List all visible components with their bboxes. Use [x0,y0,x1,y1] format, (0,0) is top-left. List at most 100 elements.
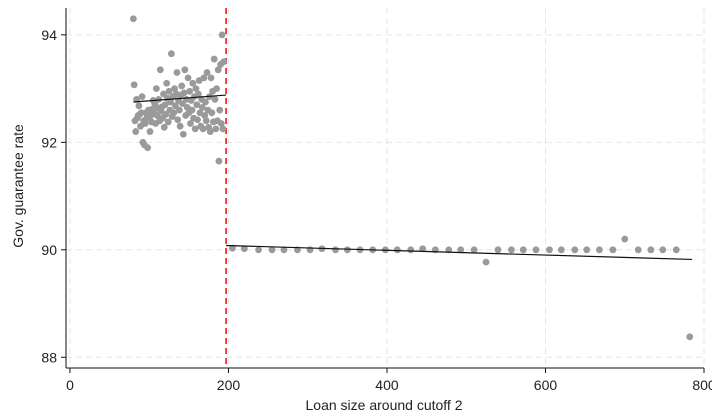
data-point [179,130,187,138]
data-point [609,246,617,254]
fit-line [226,244,693,261]
data-point [470,246,478,254]
data-point [198,104,206,111]
data-point [217,120,225,127]
data-point [211,95,219,103]
x-tick-label: 800 [692,377,712,393]
data-point [165,87,173,95]
data-point [494,246,502,254]
data-point [161,101,169,109]
data-point [201,112,209,119]
data-point [621,235,629,243]
data-point [202,117,210,125]
data-point [130,81,138,89]
data-point [532,246,540,254]
data-point [240,245,248,253]
data-point [152,85,160,92]
y-axis-title: Gov. guarantee rate [10,124,26,248]
axes [65,8,704,369]
data-point [160,90,167,98]
x-tick-label: 0 [66,377,74,393]
data-point [634,246,642,254]
data-point [203,69,211,76]
data-point [179,100,186,108]
data-point [280,246,288,254]
data-point [153,112,161,119]
data-point [156,66,164,74]
data-point [192,85,200,92]
data-point [181,66,189,74]
data-point [519,246,527,254]
data-point [583,246,591,254]
data-point [218,31,226,39]
data-point [343,246,351,254]
data-point [210,55,218,63]
data-point [199,125,207,133]
data-point [546,246,553,254]
data-point [167,98,175,106]
data-point [200,74,208,82]
data-point [216,106,224,114]
data-point [129,15,137,23]
data-point [132,128,140,135]
data-point [175,106,183,114]
x-tick-labels: 0 200 400 600 800 [66,368,712,393]
data-point [686,333,694,341]
data-point [219,125,227,133]
data-point [214,66,222,74]
x-tick-label: 200 [217,377,241,393]
data-point [213,85,220,92]
data-point [184,74,192,82]
data-point [445,246,453,254]
data-point [482,258,490,266]
data-point [160,123,168,131]
y-tick-label: 92 [41,134,57,150]
data-point [141,120,149,127]
y-tick-labels: 88 90 92 94 [41,27,66,365]
data-point [508,246,515,254]
data-point [170,109,178,117]
data-point [212,125,220,133]
data-point [194,90,202,98]
data-point [457,246,465,254]
y-tick-label: 88 [41,349,57,365]
x-axis-title: Loan size around cutoff 2 [306,397,463,413]
data-point [571,246,579,254]
data-point [146,128,154,135]
data-point [220,58,228,66]
fit-lines [133,94,693,261]
data-point [176,122,184,130]
data-point [557,246,565,254]
data-point [208,109,216,117]
data-point [171,102,179,110]
data-point [202,98,209,106]
data-point [144,144,152,152]
data-points [129,15,694,341]
data-point [332,246,339,254]
data-point [180,89,188,97]
data-point [174,116,182,124]
data-point [193,101,201,109]
data-point [255,246,262,254]
data-point [186,87,194,95]
data-point [393,246,401,254]
data-point [268,246,276,254]
data-point [595,246,603,254]
data-point [659,246,667,254]
data-point [138,93,146,101]
data-point [229,244,236,252]
data-point [407,246,415,254]
data-point [162,110,170,118]
data-point [173,69,181,76]
data-point [672,246,680,254]
data-point [164,118,172,126]
fit-line [133,94,227,103]
data-point [419,245,427,253]
x-tick-label: 400 [375,377,399,393]
data-point [647,246,655,254]
data-point [163,79,171,87]
data-point [187,120,194,127]
data-point [188,106,196,114]
